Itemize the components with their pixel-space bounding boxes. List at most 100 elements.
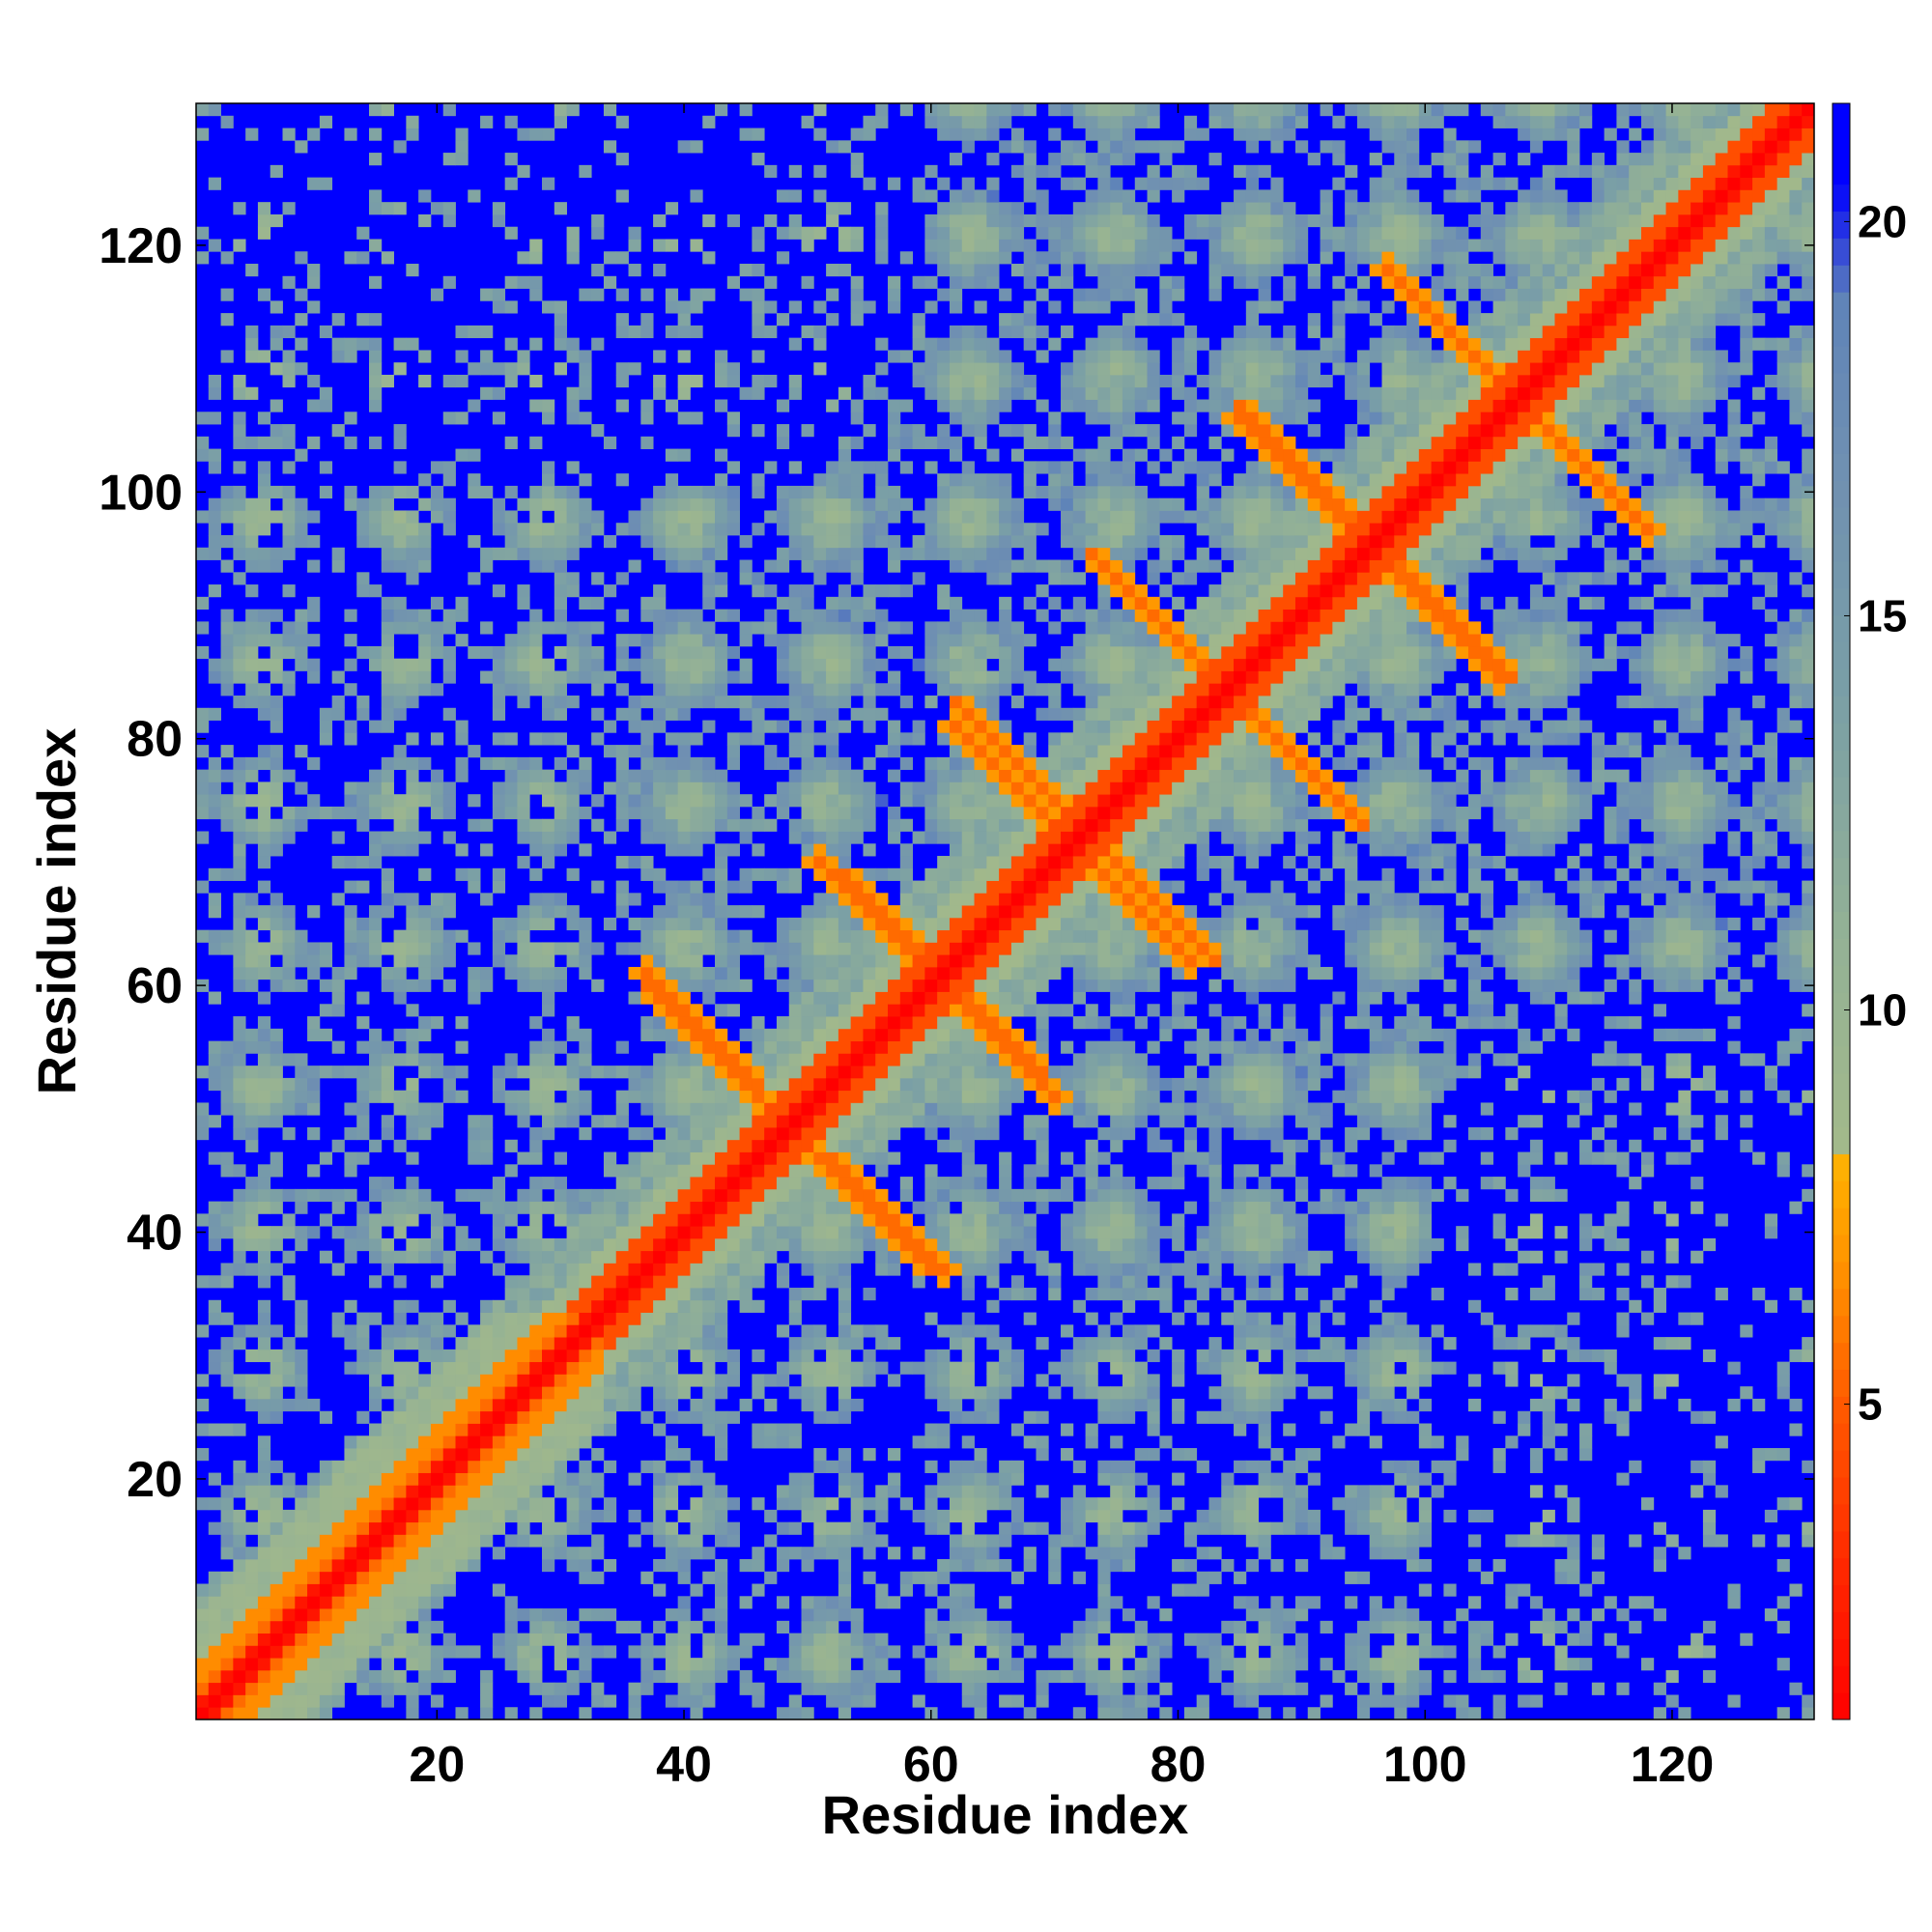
- heatmap-cell: [406, 683, 419, 696]
- heatmap-cell: [554, 831, 567, 844]
- heatmap-cell: [257, 818, 271, 832]
- heatmap-cell: [813, 818, 827, 832]
- heatmap-cell: [850, 436, 864, 449]
- heatmap-cell: [1010, 1053, 1025, 1066]
- heatmap-cell: [961, 177, 975, 190]
- heatmap-cell: [937, 867, 951, 881]
- heatmap-cell: [677, 696, 691, 709]
- heatmap-cell: [591, 1448, 605, 1462]
- heatmap-cell: [542, 1398, 555, 1412]
- heatmap-cell: [653, 1669, 667, 1684]
- heatmap-cell: [801, 596, 814, 611]
- heatmap-cell: [418, 794, 432, 808]
- heatmap-cell: [999, 1177, 1012, 1190]
- heatmap-cell: [504, 1299, 518, 1313]
- heatmap-cell: [924, 239, 938, 252]
- heatmap-cell: [677, 831, 691, 844]
- heatmap-cell: [739, 1558, 753, 1573]
- heatmap-cell: [430, 1361, 444, 1375]
- heatmap-cell: [826, 966, 839, 980]
- heatmap-cell: [653, 497, 667, 511]
- heatmap-cell: [504, 954, 518, 968]
- heatmap-cell: [937, 226, 951, 240]
- heatmap-cell: [331, 1485, 345, 1498]
- heatmap-cell: [888, 1126, 901, 1141]
- heatmap-cell: [875, 1126, 889, 1141]
- heatmap-cell: [529, 1275, 543, 1289]
- heatmap-cell: [579, 1547, 592, 1560]
- heatmap-cell: [986, 412, 1000, 425]
- heatmap-cell: [999, 1620, 1012, 1634]
- heatmap-cell: [579, 954, 592, 968]
- heatmap-cell: [196, 645, 210, 660]
- heatmap-cell: [270, 1374, 283, 1387]
- heatmap-cell: [307, 534, 321, 549]
- heatmap-cell: [282, 1547, 296, 1560]
- heatmap-cell: [295, 658, 308, 671]
- heatmap-cell: [924, 1040, 938, 1054]
- heatmap-cell: [677, 497, 691, 511]
- heatmap-cell: [850, 1004, 864, 1017]
- heatmap-cell: [752, 1102, 765, 1116]
- heatmap-cell: [899, 1250, 914, 1264]
- heatmap-cell: [331, 1226, 345, 1239]
- heatmap-cell: [1010, 1226, 1025, 1239]
- heatmap-cell: [715, 1237, 728, 1252]
- heatmap-cell: [826, 720, 839, 733]
- heatmap-cell: [1010, 1633, 1025, 1646]
- heatmap-cell: [912, 436, 925, 449]
- heatmap-cell: [813, 1102, 827, 1116]
- heatmap-cell: [492, 781, 506, 795]
- heatmap-cell: [542, 670, 555, 684]
- heatmap-cell: [640, 942, 654, 955]
- heatmap-cell: [677, 1682, 691, 1695]
- heatmap-cell: [393, 1213, 407, 1227]
- heatmap-cell: [801, 1547, 814, 1560]
- heatmap-cell: [579, 1571, 592, 1584]
- heatmap-cell: [726, 374, 740, 388]
- heatmap-cell: [888, 559, 901, 573]
- heatmap-cell: [826, 1226, 839, 1239]
- heatmap-cell: [677, 1188, 691, 1203]
- heatmap-cell: [603, 1497, 617, 1511]
- heatmap-cell: [739, 1633, 753, 1646]
- heatmap-cell: [788, 1349, 802, 1363]
- heatmap-cell: [640, 1090, 654, 1103]
- heatmap-cell: [961, 818, 975, 832]
- heatmap-cell: [665, 1004, 679, 1017]
- heatmap-cell: [270, 1509, 283, 1523]
- heatmap-cell: [369, 399, 383, 412]
- heatmap-cell: [838, 867, 852, 881]
- heatmap-cell: [418, 1386, 432, 1400]
- heatmap-cell: [974, 412, 987, 425]
- heatmap-cell: [369, 436, 383, 449]
- heatmap-cell: [690, 1275, 703, 1289]
- heatmap-cell: [468, 1386, 481, 1400]
- heatmap-cell: [542, 1349, 555, 1363]
- heatmap-cell: [888, 1077, 901, 1092]
- heatmap-cell: [788, 683, 802, 696]
- heatmap-cell: [591, 1534, 605, 1548]
- heatmap-cell: [986, 251, 1000, 265]
- heatmap-cell: [319, 1509, 333, 1523]
- heatmap-cell: [344, 658, 357, 671]
- heatmap-cell: [356, 1126, 370, 1141]
- heatmap-cell: [270, 510, 283, 524]
- heatmap-cell: [542, 1547, 555, 1560]
- heatmap-cell: [430, 1065, 444, 1079]
- heatmap-cell: [702, 1361, 716, 1375]
- heatmap-cell: [554, 645, 567, 660]
- heatmap-cell: [764, 1658, 778, 1671]
- heatmap-cell: [282, 1534, 296, 1548]
- heatmap-cell: [640, 769, 654, 782]
- heatmap-cell: [517, 1201, 530, 1214]
- heatmap-cell: [1023, 1164, 1037, 1178]
- heatmap-cell: [961, 942, 975, 955]
- heatmap-cell: [986, 1374, 1000, 1387]
- heatmap-cell: [726, 1177, 740, 1190]
- heatmap-cell: [591, 1645, 605, 1659]
- heatmap-cell: [233, 497, 246, 511]
- heatmap-cell: [369, 275, 383, 289]
- heatmap-cell: [442, 1077, 456, 1092]
- heatmap-cell: [442, 954, 456, 968]
